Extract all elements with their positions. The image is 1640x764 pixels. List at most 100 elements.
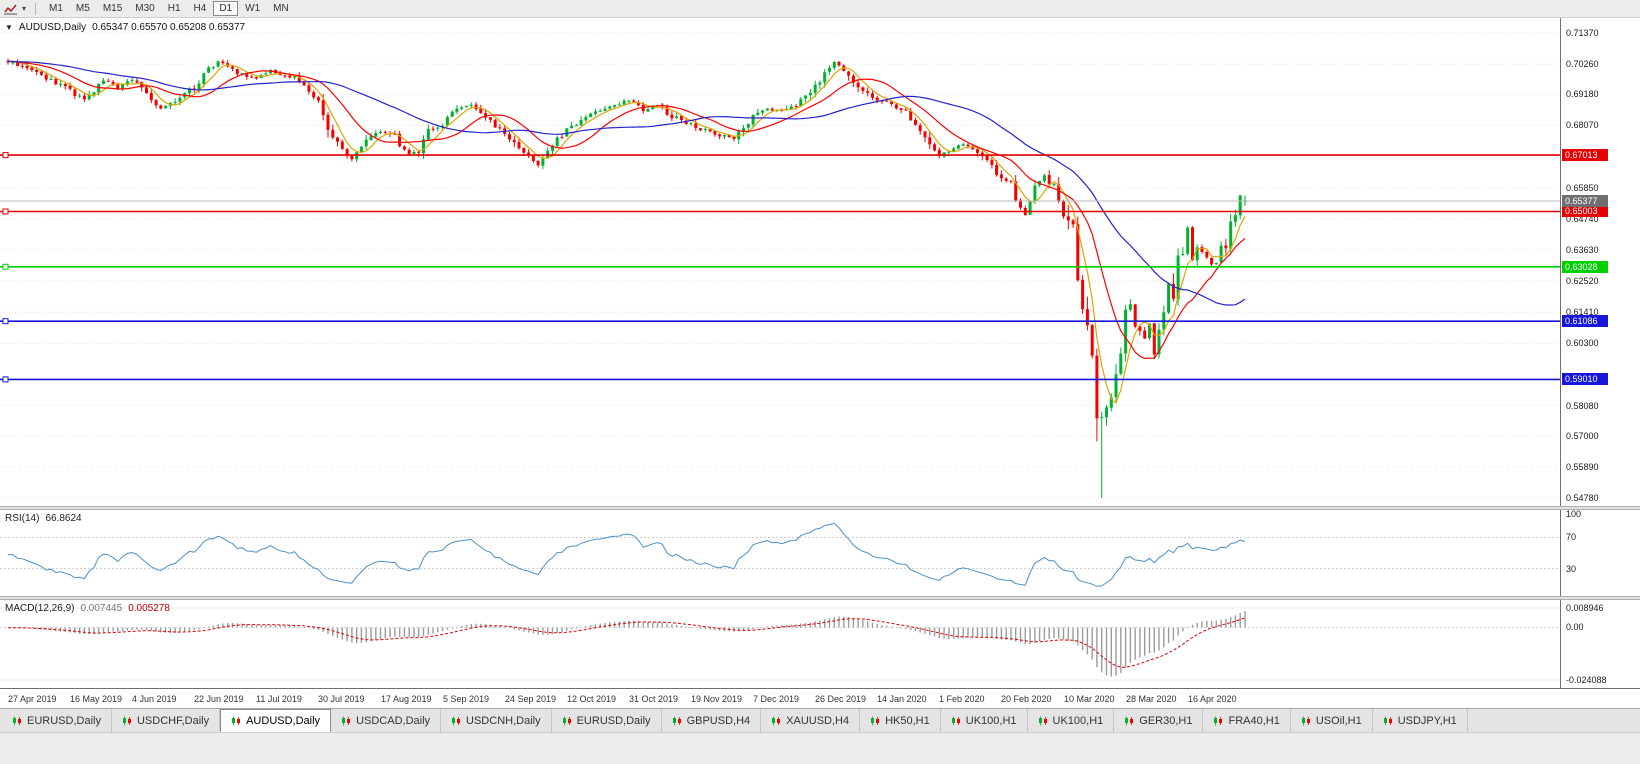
date-tick-label: 12 Oct 2019 <box>567 694 617 704</box>
chart-title-ohlc: 0.65347 0.65570 0.65208 0.65377 <box>92 22 246 33</box>
price-tick-label: 0.68070 <box>1566 120 1599 130</box>
price-axis[interactable]: 0.71370 0.70260 0.69180 0.68070 0.65850 0.647… <box>1560 18 1640 506</box>
timeframe-m15[interactable]: M15 <box>102 3 123 14</box>
chart-tab-label: GBPUSD,H4 <box>686 714 751 727</box>
chart-tab-usdjpy-h1[interactable]: USDJPY,H1 <box>1372 709 1468 732</box>
date-tick-label: 20 Feb 2020 <box>1001 694 1052 704</box>
timeframe-w1[interactable]: W1 <box>245 3 261 14</box>
quick-trade-arrow-icon[interactable]: ▼ <box>5 23 13 32</box>
current-price-badge: 0.65377 <box>1562 195 1608 207</box>
rsi-axis[interactable]: 100 70 30 <box>1560 510 1640 596</box>
date-tick-label: 16 Apr 2020 <box>1188 694 1237 704</box>
chart-tab-audusd-daily[interactable]: AUDUSD,Daily <box>220 709 332 732</box>
chart-title-symbol: AUDUSD,Daily <box>18 22 87 33</box>
price-tick-label: 0.62520 <box>1566 276 1599 286</box>
tab-chart-icon <box>1214 716 1223 725</box>
date-tick-label: 11 Jul 2019 <box>256 694 302 704</box>
date-axis[interactable]: 27 Apr 2019 16 May 2019 4 Jun 2019 22 Jun 2… <box>0 688 1640 708</box>
timeframe-m1[interactable]: M1 <box>49 3 63 14</box>
rsi-chart-svg[interactable] <box>0 510 1560 596</box>
chart-tab-label: USOil,H1 <box>1315 714 1362 727</box>
main-chart-svg[interactable] <box>0 18 1560 506</box>
chart-tab-label: USDCHF,Daily <box>136 714 210 727</box>
chart-tab-xauusd-h4[interactable]: XAUUSD,H4 <box>761 709 861 732</box>
chart-tab-eurusd-daily[interactable]: EURUSD,Daily <box>551 709 662 732</box>
date-tick-label: 16 May 2019 <box>70 694 123 704</box>
date-tick-label: 1 Feb 2020 <box>939 694 985 704</box>
tab-chart-icon <box>772 716 781 725</box>
date-tick-label: 17 Aug 2019 <box>381 694 432 704</box>
date-tick-label: 4 Jun 2019 <box>132 694 177 704</box>
chart-tab-uk100-h1[interactable]: UK100,H1 <box>1027 709 1115 732</box>
chart-tab-usdcnh-daily[interactable]: USDCNH,Daily <box>441 709 552 732</box>
date-tick-label: 24 Sep 2019 <box>505 694 557 704</box>
date-tick-label: 14 Jan 2020 <box>877 694 927 704</box>
price-level-badge: 0.67013 <box>1562 149 1608 161</box>
price-level-badge: 0.63028 <box>1562 261 1608 273</box>
price-level-badge: 0.59010 <box>1562 373 1608 385</box>
chart-line-icon[interactable] <box>4 3 18 15</box>
date-tick-label: 5 Sep 2019 <box>443 694 490 704</box>
chart-line-glyph <box>4 4 17 14</box>
timeframe-d1[interactable]: D1 <box>213 1 239 16</box>
date-tick-label: 7 Dec 2019 <box>753 694 800 704</box>
macd-axis[interactable]: 0.008946 0.00 -0.024088 <box>1560 600 1640 688</box>
panel-splitter-2[interactable] <box>0 596 1640 600</box>
rsi-tick-label: 30 <box>1566 564 1577 574</box>
date-tick-label: 31 Oct 2019 <box>629 694 679 704</box>
tab-chart-icon <box>672 716 681 725</box>
chart-tab-label: USDJPY,H1 <box>1397 714 1457 727</box>
timeframe-h4[interactable]: H4 <box>193 3 207 14</box>
price-tick-label: 0.60300 <box>1566 338 1599 348</box>
timeframe-m5[interactable]: M5 <box>75 3 90 14</box>
timeframe-h1[interactable]: H1 <box>167 3 181 14</box>
chart-tab-eurusd-daily[interactable]: EURUSD,Daily <box>2 709 112 732</box>
timeframe-m30[interactable]: M30 <box>135 3 155 14</box>
date-tick-label: 26 Dec 2019 <box>815 694 867 704</box>
tab-chart-icon <box>562 716 571 725</box>
chart-tab-uk100-h1[interactable]: UK100,H1 <box>940 709 1028 732</box>
price-tick-label: 0.64740 <box>1566 214 1599 224</box>
chart-tab-label: EURUSD,Daily <box>27 714 101 727</box>
date-tick-label: 19 Nov 2019 <box>691 694 743 704</box>
timeframe-buttons: M1 M5 M15 M30 H1 H4 D1 W1 MN <box>43 1 295 16</box>
chart-tab-usdcad-daily[interactable]: USDCAD,Daily <box>331 709 442 732</box>
panel-splitter-1[interactable] <box>0 506 1640 510</box>
chart-tab-ger30-h1[interactable]: GER30,H1 <box>1114 709 1204 732</box>
chart-tab-usoil-h1[interactable]: USOil,H1 <box>1290 709 1373 732</box>
macd-panel: MACD(12,26,9) 0.007445 0.005278 0.008946… <box>0 600 1640 688</box>
price-tick-label: 0.63630 <box>1566 245 1599 255</box>
chart-tab-hk50-h1[interactable]: HK50,H1 <box>860 709 941 732</box>
timeframe-mn[interactable]: MN <box>273 3 289 14</box>
chart-tab-usdchf-daily[interactable]: USDCHF,Daily <box>111 709 221 732</box>
dropdown-arrow-icon[interactable]: ▾ <box>22 4 27 13</box>
tab-chart-icon <box>951 716 960 725</box>
macd-name: MACD(12,26,9) <box>5 603 75 614</box>
chart-tab-label: USDCAD,Daily <box>356 714 431 727</box>
price-tick-label: 0.71370 <box>1566 28 1599 38</box>
chart-toolbar: ▾ M1 M5 M15 M30 H1 H4 D1 W1 MN <box>0 0 1640 18</box>
chart-tab-bar: EURUSD,Daily USDCHF,Daily AUDUSD,Daily USDC… <box>0 708 1640 732</box>
price-tick-label: 0.55890 <box>1566 462 1599 472</box>
chart-tab-label: GER30,H1 <box>1139 714 1193 727</box>
chart-tab-label: UK100,H1 <box>965 714 1017 727</box>
price-tick-label: 0.70260 <box>1566 59 1599 69</box>
main-chart-panel: ▼ AUDUSD,Daily 0.65347 0.65570 0.65208 0… <box>0 18 1640 506</box>
macd-chart-svg[interactable] <box>0 600 1560 688</box>
tab-chart-icon <box>13 716 21 725</box>
chart-tab-label: HK50,H1 <box>885 714 930 727</box>
chart-tab-label: EURUSD,Daily <box>576 714 651 727</box>
date-tick-label: 22 Jun 2019 <box>194 694 244 704</box>
date-tick-label: 27 Apr 2019 <box>8 694 57 704</box>
chart-tab-label: XAUUSD,H4 <box>786 714 850 727</box>
tab-chart-icon <box>1125 716 1134 725</box>
chart-tab-label: USDCNH,Daily <box>466 714 541 727</box>
chart-tab-fra40-h1[interactable]: FRA40,H1 <box>1203 709 1291 732</box>
rsi-tick-label: 70 <box>1566 532 1577 542</box>
tab-chart-icon <box>1301 716 1310 725</box>
chart-tab-gbpusd-h4[interactable]: GBPUSD,H4 <box>661 709 762 732</box>
rsi-tick-label: 100 <box>1566 510 1582 519</box>
date-tick-label: 10 Mar 2020 <box>1064 694 1115 704</box>
rsi-panel: RSI(14) 66.8624 100 70 30 <box>0 510 1640 596</box>
macd-tick-label: 0.00 <box>1566 622 1584 632</box>
